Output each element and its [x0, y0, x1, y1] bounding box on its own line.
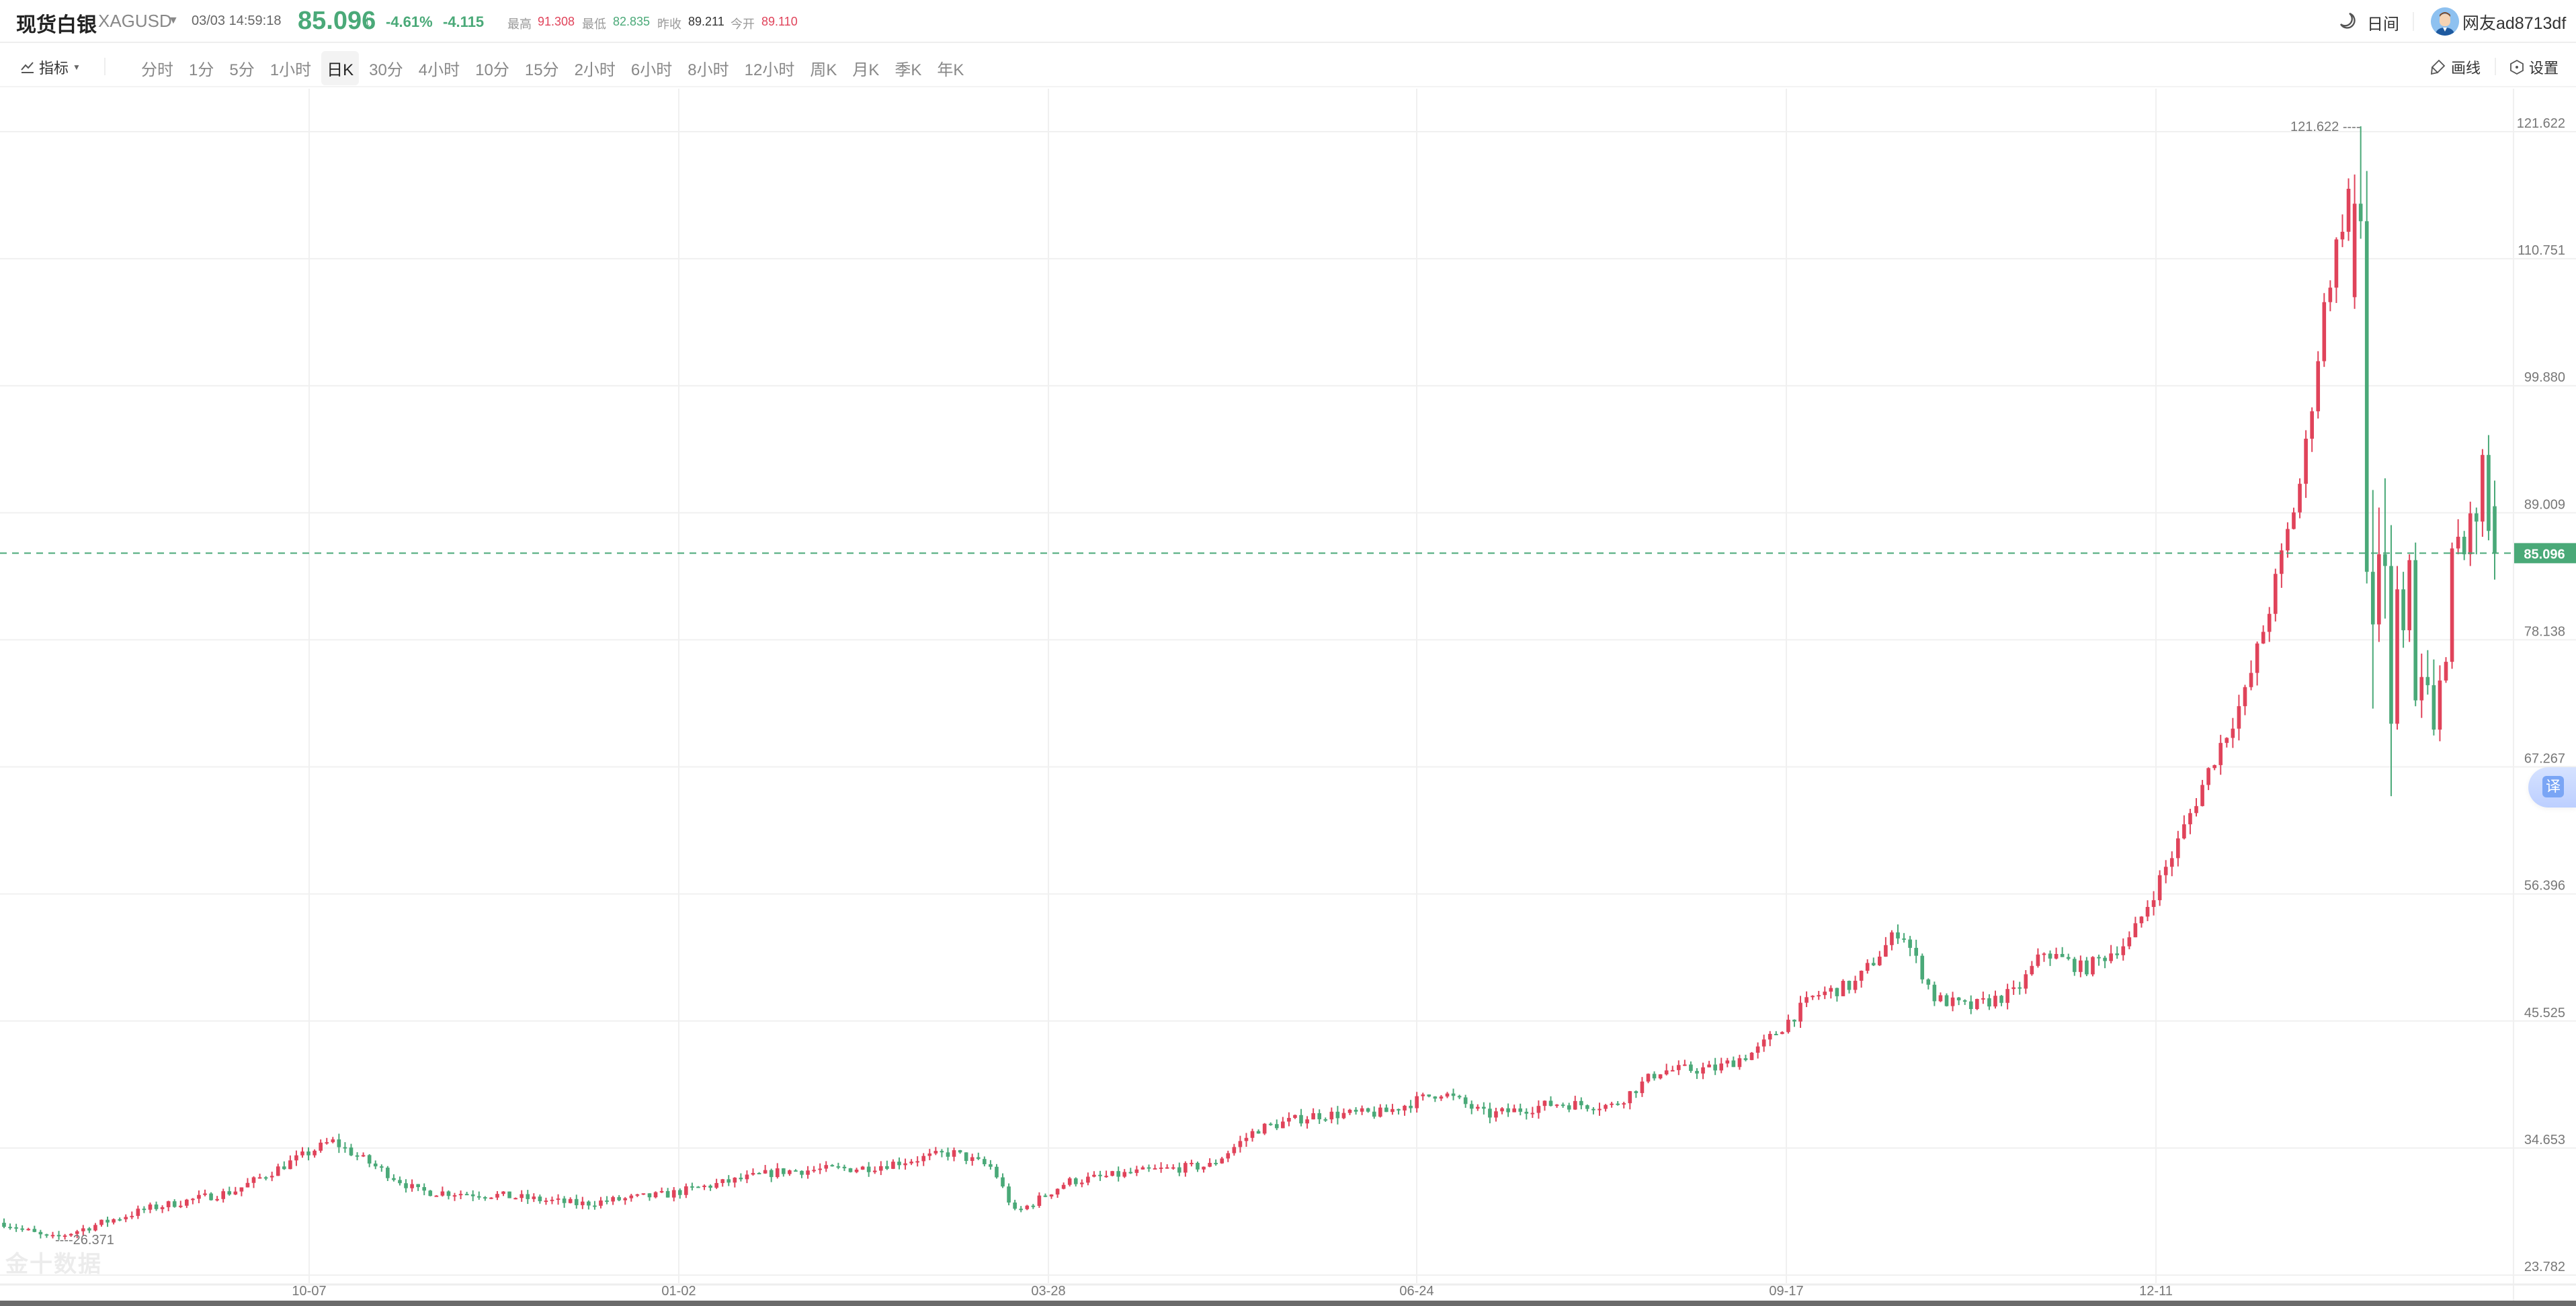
- min-price-annotation: ----26.371: [55, 1233, 114, 1248]
- tab-period-10[interactable]: 6小时: [630, 61, 673, 79]
- symbol-selector[interactable]: XAGUSD: [98, 11, 172, 31]
- open-value: 89.110: [761, 15, 798, 28]
- x-axis-tick: 09-17: [1769, 1284, 1803, 1299]
- tab-period-3[interactable]: 1小时: [269, 61, 312, 79]
- tab-period-9[interactable]: 2小时: [574, 61, 616, 79]
- y-axis-tick: 99.880: [2524, 370, 2565, 385]
- pen-icon: [2430, 59, 2446, 75]
- draw-line-button[interactable]: 画线: [2429, 56, 2481, 78]
- tab-period-16[interactable]: 年K: [937, 61, 964, 79]
- tab-period-5[interactable]: 30分: [369, 61, 403, 79]
- tab-period-14[interactable]: 月K: [852, 61, 880, 79]
- arrow-down-icon: ↓: [363, 11, 372, 31]
- x-axis-tick: 01-02: [661, 1284, 696, 1299]
- caret-down-icon: ▼: [73, 62, 81, 72]
- low-value: 82.835: [613, 15, 651, 28]
- tab-period-6[interactable]: 4小时: [418, 61, 460, 79]
- tab-period-12[interactable]: 12小时: [744, 61, 795, 79]
- watermark-logo: 金十数据: [5, 1252, 102, 1277]
- tab-period-15[interactable]: 季K: [895, 61, 922, 79]
- x-axis-tick: 12-11: [2139, 1284, 2173, 1299]
- indicator-label: 指标: [39, 60, 69, 77]
- change-percent: -4.61%: [386, 13, 433, 30]
- y-axis-tick: 67.267: [2524, 752, 2565, 767]
- candlestick-chart[interactable]: 121.622 110.751 99.880 89.009 78.138 67.267 56…: [0, 89, 2576, 1306]
- x-axis-tick: 03-28: [1031, 1284, 1065, 1299]
- prev-close-label: 昨收: [657, 17, 681, 31]
- gear-icon: [2510, 59, 2524, 75]
- window-bottom-edge: [0, 1301, 2576, 1306]
- quote-datetime: 03/03 14:59:18: [192, 13, 282, 28]
- instrument-title: 现货白银: [16, 14, 97, 36]
- tab-period-8[interactable]: 15分: [524, 61, 559, 79]
- prev-close-value: 89.211: [688, 15, 724, 28]
- tab-period-0[interactable]: 分时: [141, 61, 173, 79]
- change-value: -4.115: [443, 13, 485, 30]
- y-axis-tick: 34.653: [2524, 1133, 2565, 1147]
- y-axis-tick: 23.782: [2524, 1260, 2565, 1274]
- low-label: 最低: [582, 17, 606, 31]
- tab-period-11[interactable]: 8小时: [688, 61, 729, 79]
- settings-label: 设置: [2529, 60, 2559, 77]
- high-label: 最高: [507, 17, 532, 31]
- divider: [2495, 58, 2496, 75]
- last-price: 85.096: [298, 7, 376, 35]
- x-axis-tick: 06-24: [1399, 1284, 1434, 1299]
- theme-toggle[interactable]: 日间: [2367, 15, 2399, 34]
- tab-period-13[interactable]: 周K: [810, 61, 837, 79]
- y-axis-tick: 89.009: [2524, 497, 2565, 512]
- indicator-button[interactable]: 指标 ▼: [20, 56, 81, 78]
- draw-line-label: 画线: [2451, 60, 2481, 77]
- indicator-icon: [21, 62, 34, 73]
- avatar[interactable]: [2431, 7, 2459, 36]
- quote-header: 现货白银 XAGUSD ▼ 03/03 14:59:18 85.096 ↓ -4…: [0, 0, 2576, 43]
- period-tabs: 分时 1分 5分 1小时 日K 30分 4小时 10分 15分 2小时 6小时 8小时 12小时 周K 月K…: [136, 51, 974, 85]
- chart-canvas[interactable]: 121.622 110.751 99.880 89.009 78.138 67.267 56…: [0, 89, 2576, 1306]
- tab-period-4[interactable]: 日K: [321, 51, 360, 85]
- translate-icon: 译: [2542, 776, 2564, 797]
- caret-down-icon[interactable]: ▼: [168, 15, 179, 26]
- y-axis-tick: 110.751: [2518, 243, 2565, 258]
- high-value: 91.308: [538, 15, 575, 28]
- svg-text:85.096: 85.096: [2524, 547, 2565, 562]
- tab-period-7[interactable]: 10分: [475, 61, 509, 79]
- y-axis-tick: 56.396: [2524, 879, 2565, 894]
- chart-toolbar: 指标 ▼ 分时 1分 5分 1小时 日K 30分 4小时 10分 15分 2小时 6小时 8小时 12小…: [0, 44, 2576, 87]
- divider: [104, 58, 106, 75]
- settings-button[interactable]: 设置: [2509, 56, 2559, 78]
- user-avatar-icon: [2431, 7, 2459, 36]
- tab-period-1[interactable]: 1分: [189, 61, 214, 79]
- open-label: 今开: [731, 17, 755, 31]
- tab-period-2[interactable]: 5分: [229, 61, 255, 79]
- y-axis-tick: 78.138: [2524, 624, 2565, 639]
- y-axis-tick: 45.525: [2524, 1006, 2565, 1020]
- username[interactable]: 网友ad8713df: [2462, 14, 2567, 33]
- translate-button[interactable]: 译: [2528, 767, 2576, 808]
- x-axis-tick: 10-07: [292, 1284, 326, 1299]
- current-price-tag: [2514, 543, 2576, 564]
- moon-icon[interactable]: [2337, 11, 2358, 31]
- max-price-annotation: 121.622 ----: [2290, 120, 2361, 134]
- y-axis-tick: 121.622: [2517, 116, 2565, 131]
- divider: [2413, 12, 2414, 31]
